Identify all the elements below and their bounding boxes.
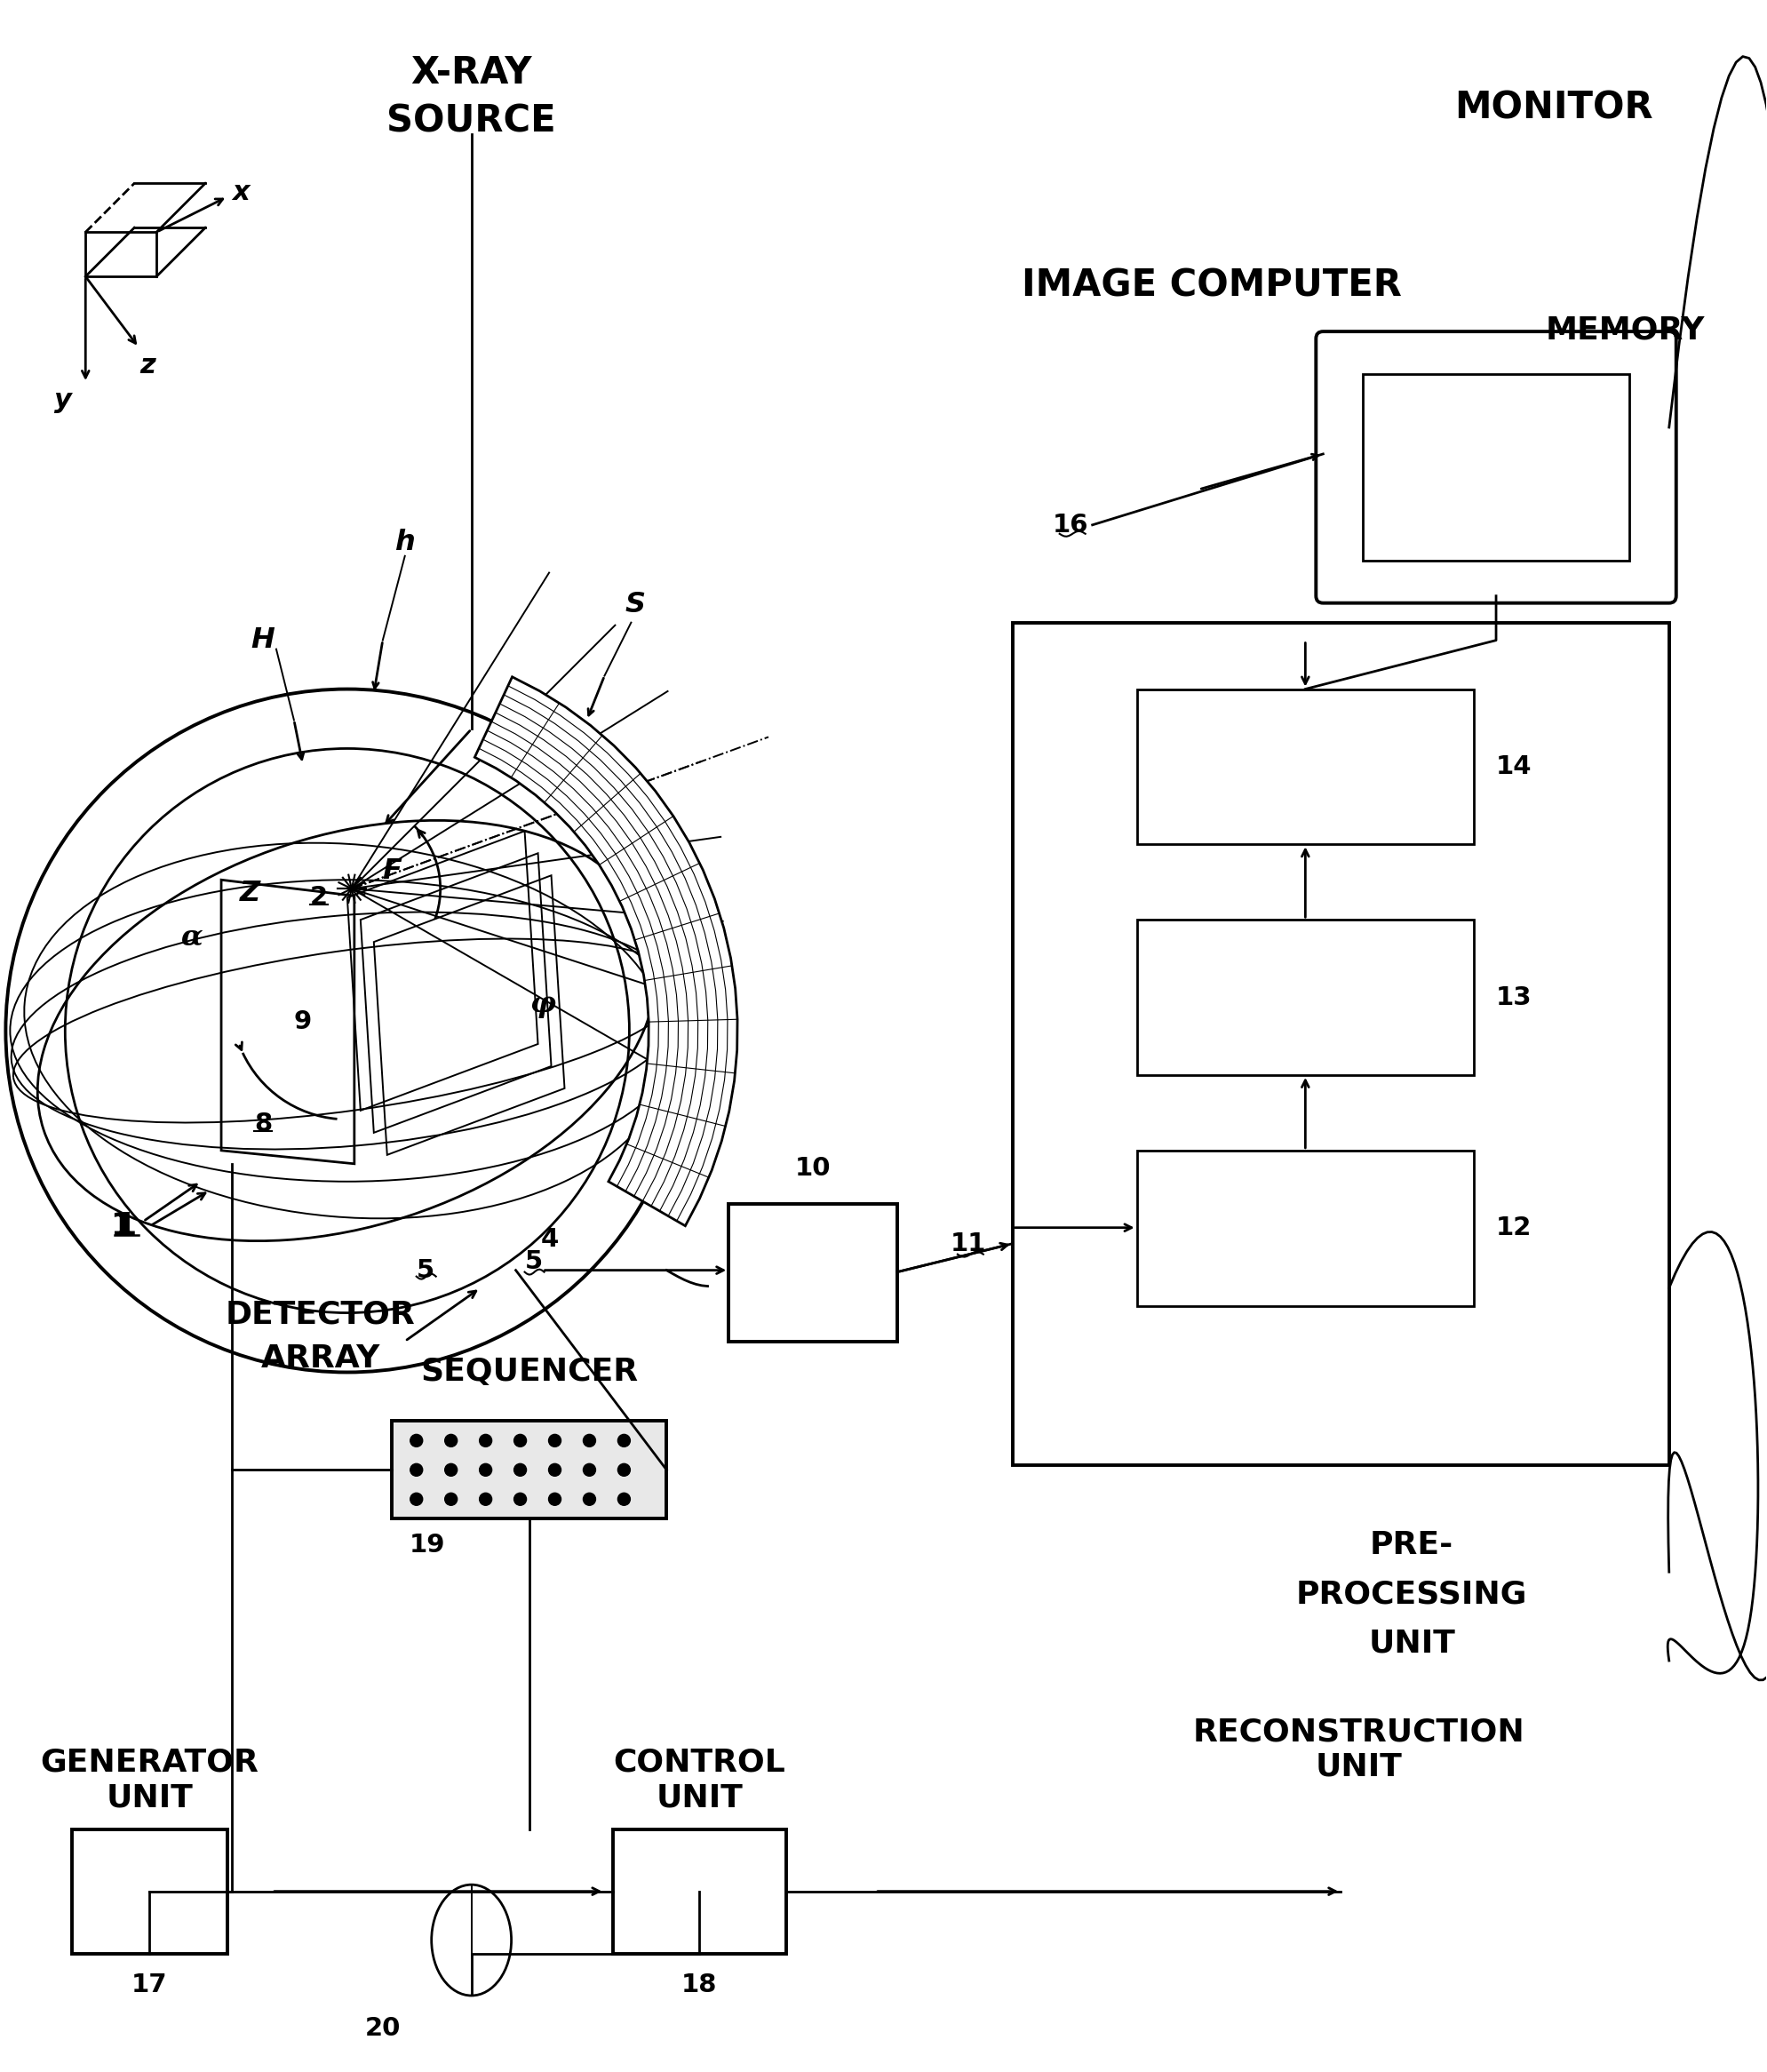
Circle shape xyxy=(583,1463,595,1475)
Text: 17: 17 xyxy=(131,1973,168,1997)
Text: 1: 1 xyxy=(115,1210,136,1241)
Text: 5: 5 xyxy=(525,1249,542,1274)
Circle shape xyxy=(410,1463,422,1475)
Text: X-RAY: X-RAY xyxy=(410,54,532,91)
Circle shape xyxy=(618,1434,631,1446)
Text: SOURCE: SOURCE xyxy=(387,104,557,141)
Circle shape xyxy=(445,1494,458,1506)
Circle shape xyxy=(514,1494,527,1506)
Text: 8: 8 xyxy=(254,1111,272,1135)
Bar xyxy=(392,1421,666,1519)
Text: DETECTOR: DETECTOR xyxy=(226,1299,415,1330)
Text: 5: 5 xyxy=(417,1258,435,1283)
Text: H: H xyxy=(251,626,276,655)
Text: 9: 9 xyxy=(293,1009,311,1034)
Text: y: y xyxy=(55,387,72,414)
Circle shape xyxy=(479,1494,491,1506)
Circle shape xyxy=(514,1463,527,1475)
Polygon shape xyxy=(475,678,737,1227)
Bar xyxy=(72,1830,228,1954)
Circle shape xyxy=(445,1463,458,1475)
Circle shape xyxy=(618,1494,631,1506)
Text: z: z xyxy=(140,352,155,377)
Text: S: S xyxy=(626,591,645,620)
Bar xyxy=(728,1204,898,1341)
Text: Z: Z xyxy=(239,879,260,908)
Text: φ: φ xyxy=(530,990,555,1017)
Bar xyxy=(1012,622,1670,1465)
Text: MONITOR: MONITOR xyxy=(1454,89,1654,126)
Text: ARRAY: ARRAY xyxy=(262,1345,380,1374)
Text: 16: 16 xyxy=(1053,512,1088,537)
Circle shape xyxy=(445,1434,458,1446)
Text: MEMORY: MEMORY xyxy=(1544,315,1705,344)
Text: PROCESSING: PROCESSING xyxy=(1297,1579,1527,1610)
Text: PRE-: PRE- xyxy=(1369,1531,1454,1560)
Circle shape xyxy=(514,1434,527,1446)
Text: GENERATOR: GENERATOR xyxy=(41,1747,258,1778)
Text: UNIT: UNIT xyxy=(1368,1629,1456,1658)
Text: 10: 10 xyxy=(795,1156,830,1181)
Text: CONTROL: CONTROL xyxy=(613,1747,786,1778)
Text: UNIT: UNIT xyxy=(656,1784,742,1813)
Text: 2: 2 xyxy=(309,885,327,910)
Text: 19: 19 xyxy=(410,1533,445,1558)
Text: UNIT: UNIT xyxy=(106,1784,193,1813)
Bar xyxy=(1136,920,1474,1075)
Text: RECONSTRUCTION
UNIT: RECONSTRUCTION UNIT xyxy=(1193,1718,1525,1782)
Bar xyxy=(1136,690,1474,845)
Circle shape xyxy=(410,1494,422,1506)
Circle shape xyxy=(548,1434,562,1446)
Text: 14: 14 xyxy=(1497,754,1532,779)
Text: 20: 20 xyxy=(364,2016,401,2041)
Bar xyxy=(1362,375,1629,559)
Circle shape xyxy=(479,1434,491,1446)
Circle shape xyxy=(410,1434,422,1446)
Text: 1: 1 xyxy=(110,1210,133,1241)
Circle shape xyxy=(479,1463,491,1475)
Circle shape xyxy=(548,1494,562,1506)
Text: 12: 12 xyxy=(1497,1216,1532,1241)
Circle shape xyxy=(583,1494,595,1506)
Text: 13: 13 xyxy=(1497,984,1532,1009)
Circle shape xyxy=(618,1463,631,1475)
Bar xyxy=(1136,1150,1474,1305)
Text: IMAGE COMPUTER: IMAGE COMPUTER xyxy=(1021,267,1401,305)
Text: SEQUENCER: SEQUENCER xyxy=(421,1357,638,1388)
Text: 4: 4 xyxy=(541,1227,558,1251)
Text: F: F xyxy=(382,858,401,885)
Text: 11: 11 xyxy=(951,1231,986,1256)
Text: 18: 18 xyxy=(682,1973,717,1997)
Text: x: x xyxy=(231,180,249,205)
Circle shape xyxy=(583,1434,595,1446)
Circle shape xyxy=(548,1463,562,1475)
Bar xyxy=(613,1830,786,1954)
Text: α: α xyxy=(180,924,203,951)
Text: h: h xyxy=(394,528,415,557)
